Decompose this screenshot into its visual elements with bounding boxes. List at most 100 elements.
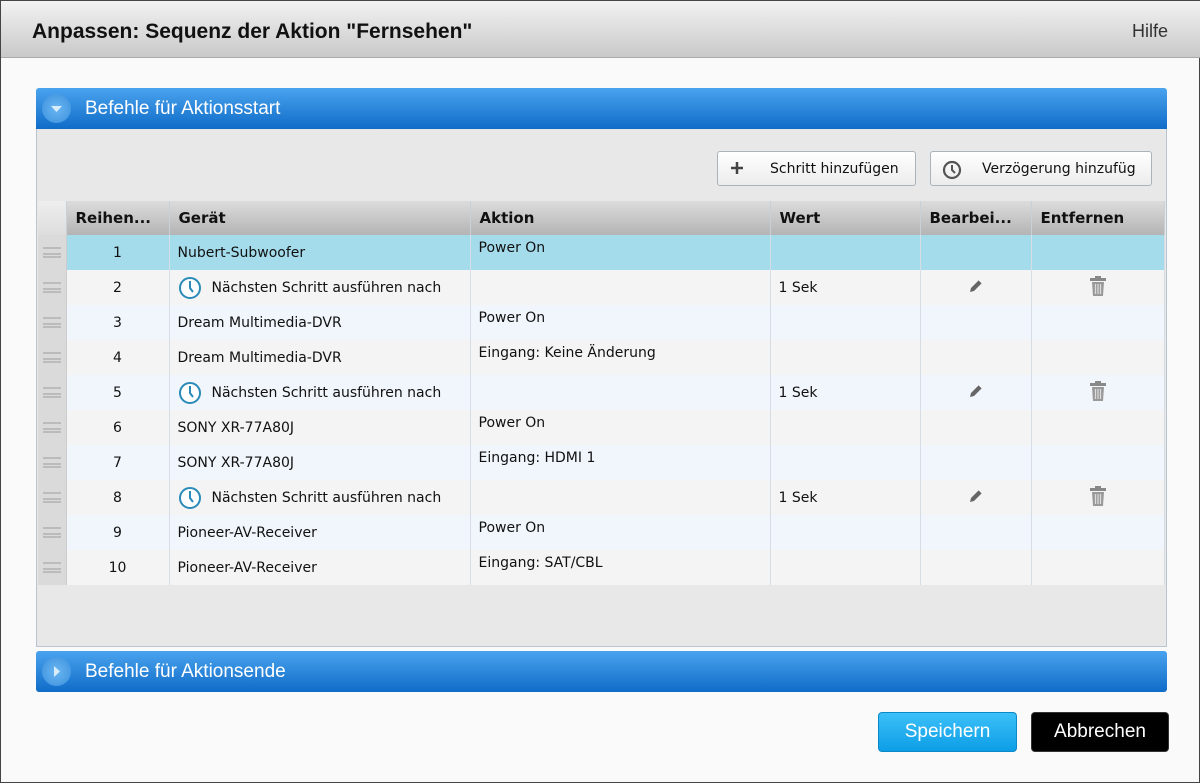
save-button[interactable]: Speichern — [878, 712, 1017, 752]
order-cell: 8 — [66, 480, 170, 515]
column-header-value[interactable]: Wert — [770, 201, 921, 235]
help-link[interactable]: Hilfe — [1131, 21, 1168, 41]
edit-cell — [920, 550, 1032, 585]
edit-cell — [920, 340, 1032, 375]
clock-icon — [178, 486, 201, 509]
section-end-header[interactable]: Befehle für Aktionsende — [36, 651, 1167, 692]
drag-handle[interactable] — [38, 515, 67, 550]
device-cell: Nächsten Schritt ausführen nach — [169, 375, 471, 410]
remove-cell — [1031, 410, 1165, 445]
section-start-header[interactable]: Befehle für Aktionsstart — [36, 88, 1167, 129]
order-cell: 10 — [66, 550, 170, 585]
table-row[interactable]: 7 SONY XR-77A80J Eingang: HDMI 1 — [38, 445, 1165, 480]
order-cell: 9 — [66, 515, 170, 550]
table-row[interactable]: 10 Pioneer-AV-Receiver Eingang: SAT/CBL — [38, 550, 1165, 585]
drag-handle[interactable] — [38, 445, 67, 480]
value-cell — [770, 340, 921, 375]
grip-icon — [42, 527, 61, 538]
value-cell — [770, 550, 921, 585]
drag-handle[interactable] — [38, 410, 67, 445]
trash-icon[interactable] — [1088, 380, 1108, 402]
drag-handle[interactable] — [38, 550, 67, 585]
edit-cell[interactable] — [920, 270, 1032, 305]
table-row[interactable]: 1 Nubert-Subwoofer Power On — [38, 235, 1165, 270]
device-name: Nubert-Subwoofer — [177, 244, 306, 261]
device-name: Dream Multimedia-DVR — [177, 349, 342, 366]
column-header-edit[interactable]: Bearbei... — [920, 201, 1032, 235]
device-name: Pioneer-AV-Receiver — [177, 559, 317, 576]
device-cell: Pioneer-AV-Receiver — [169, 515, 471, 550]
column-header-action[interactable]: Aktion — [470, 201, 771, 235]
clock-icon — [178, 276, 201, 299]
order-cell: 2 — [66, 270, 170, 305]
grip-icon — [42, 247, 61, 258]
grip-icon — [42, 352, 61, 363]
add-step-button[interactable]: Schritt hinzufügen — [717, 151, 916, 186]
order-cell: 5 — [66, 375, 170, 410]
drag-handle[interactable] — [38, 480, 67, 515]
pencil-icon[interactable] — [966, 381, 986, 401]
table-row[interactable]: 8 Nächsten Schritt ausführen nach 1 Sek — [38, 480, 1165, 515]
remove-cell — [1031, 340, 1165, 375]
pencil-icon[interactable] — [966, 486, 986, 506]
value-cell — [770, 410, 921, 445]
column-header-device[interactable]: Gerät — [169, 201, 471, 235]
trash-icon[interactable] — [1088, 485, 1108, 507]
value-cell: 1 Sek — [770, 375, 921, 410]
action-cell: Power On — [470, 305, 771, 340]
action-cell: Eingang: Keine Änderung — [470, 340, 771, 375]
action-cell — [470, 480, 771, 515]
table-row[interactable]: 2 Nächsten Schritt ausführen nach 1 Sek — [38, 270, 1165, 305]
column-header-order[interactable]: Reihen... — [66, 201, 170, 235]
device-cell: SONY XR-77A80J — [169, 410, 471, 445]
device-name: Nächsten Schritt ausführen nach — [211, 384, 442, 401]
action-cell: Eingang: SAT/CBL — [470, 550, 771, 585]
order-cell: 6 — [66, 410, 170, 445]
action-cell — [470, 375, 771, 410]
table-row[interactable]: 4 Dream Multimedia-DVR Eingang: Keine Än… — [38, 340, 1165, 375]
value-cell — [770, 445, 921, 480]
trash-icon[interactable] — [1088, 275, 1108, 297]
device-name: Nächsten Schritt ausführen nach — [211, 279, 442, 296]
edit-cell — [920, 445, 1032, 480]
table-row[interactable]: 9 Pioneer-AV-Receiver Power On — [38, 515, 1165, 550]
table-row[interactable]: 5 Nächsten Schritt ausführen nach 1 Sek — [38, 375, 1165, 410]
action-cell: Power On — [470, 515, 771, 550]
clock-icon — [942, 160, 962, 180]
action-cell — [470, 270, 771, 305]
table-row[interactable]: 6 SONY XR-77A80J Power On — [38, 410, 1165, 445]
chevron-right-icon — [42, 657, 71, 686]
dialog-title: Anpassen: Sequenz der Aktion "Fernsehen" — [32, 20, 473, 43]
edit-cell[interactable] — [920, 480, 1032, 515]
drag-handle[interactable] — [38, 305, 67, 340]
edit-cell — [920, 515, 1032, 550]
device-cell: Pioneer-AV-Receiver — [169, 550, 471, 585]
remove-cell[interactable] — [1031, 480, 1165, 515]
order-cell: 4 — [66, 340, 170, 375]
drag-handle[interactable] — [38, 235, 67, 270]
table-row[interactable]: 3 Dream Multimedia-DVR Power On — [38, 305, 1165, 340]
device-name: SONY XR-77A80J — [177, 419, 295, 436]
plus-icon — [731, 162, 743, 174]
pencil-icon[interactable] — [966, 276, 986, 296]
edit-cell[interactable] — [920, 375, 1032, 410]
remove-cell — [1031, 515, 1165, 550]
cancel-button[interactable]: Abbrechen — [1031, 712, 1169, 752]
device-name: Pioneer-AV-Receiver — [177, 524, 317, 541]
drag-handle[interactable] — [38, 375, 67, 410]
device-name: SONY XR-77A80J — [177, 454, 295, 471]
device-cell: Nächsten Schritt ausführen nach — [169, 270, 471, 305]
remove-cell — [1031, 550, 1165, 585]
drag-handle[interactable] — [38, 270, 67, 305]
device-name: Dream Multimedia-DVR — [177, 314, 342, 331]
drag-handle[interactable] — [38, 340, 67, 375]
grip-icon — [42, 387, 61, 398]
remove-cell[interactable] — [1031, 375, 1165, 410]
device-name: Nächsten Schritt ausführen nach — [211, 489, 442, 506]
section-end-label: Befehle für Aktionsende — [85, 661, 286, 682]
value-cell: 1 Sek — [770, 480, 921, 515]
column-header-remove[interactable]: Entfernen — [1031, 201, 1165, 235]
clock-icon — [178, 381, 201, 404]
remove-cell[interactable] — [1031, 270, 1165, 305]
add-delay-button[interactable]: Verzögerung hinzufüg — [930, 151, 1152, 186]
